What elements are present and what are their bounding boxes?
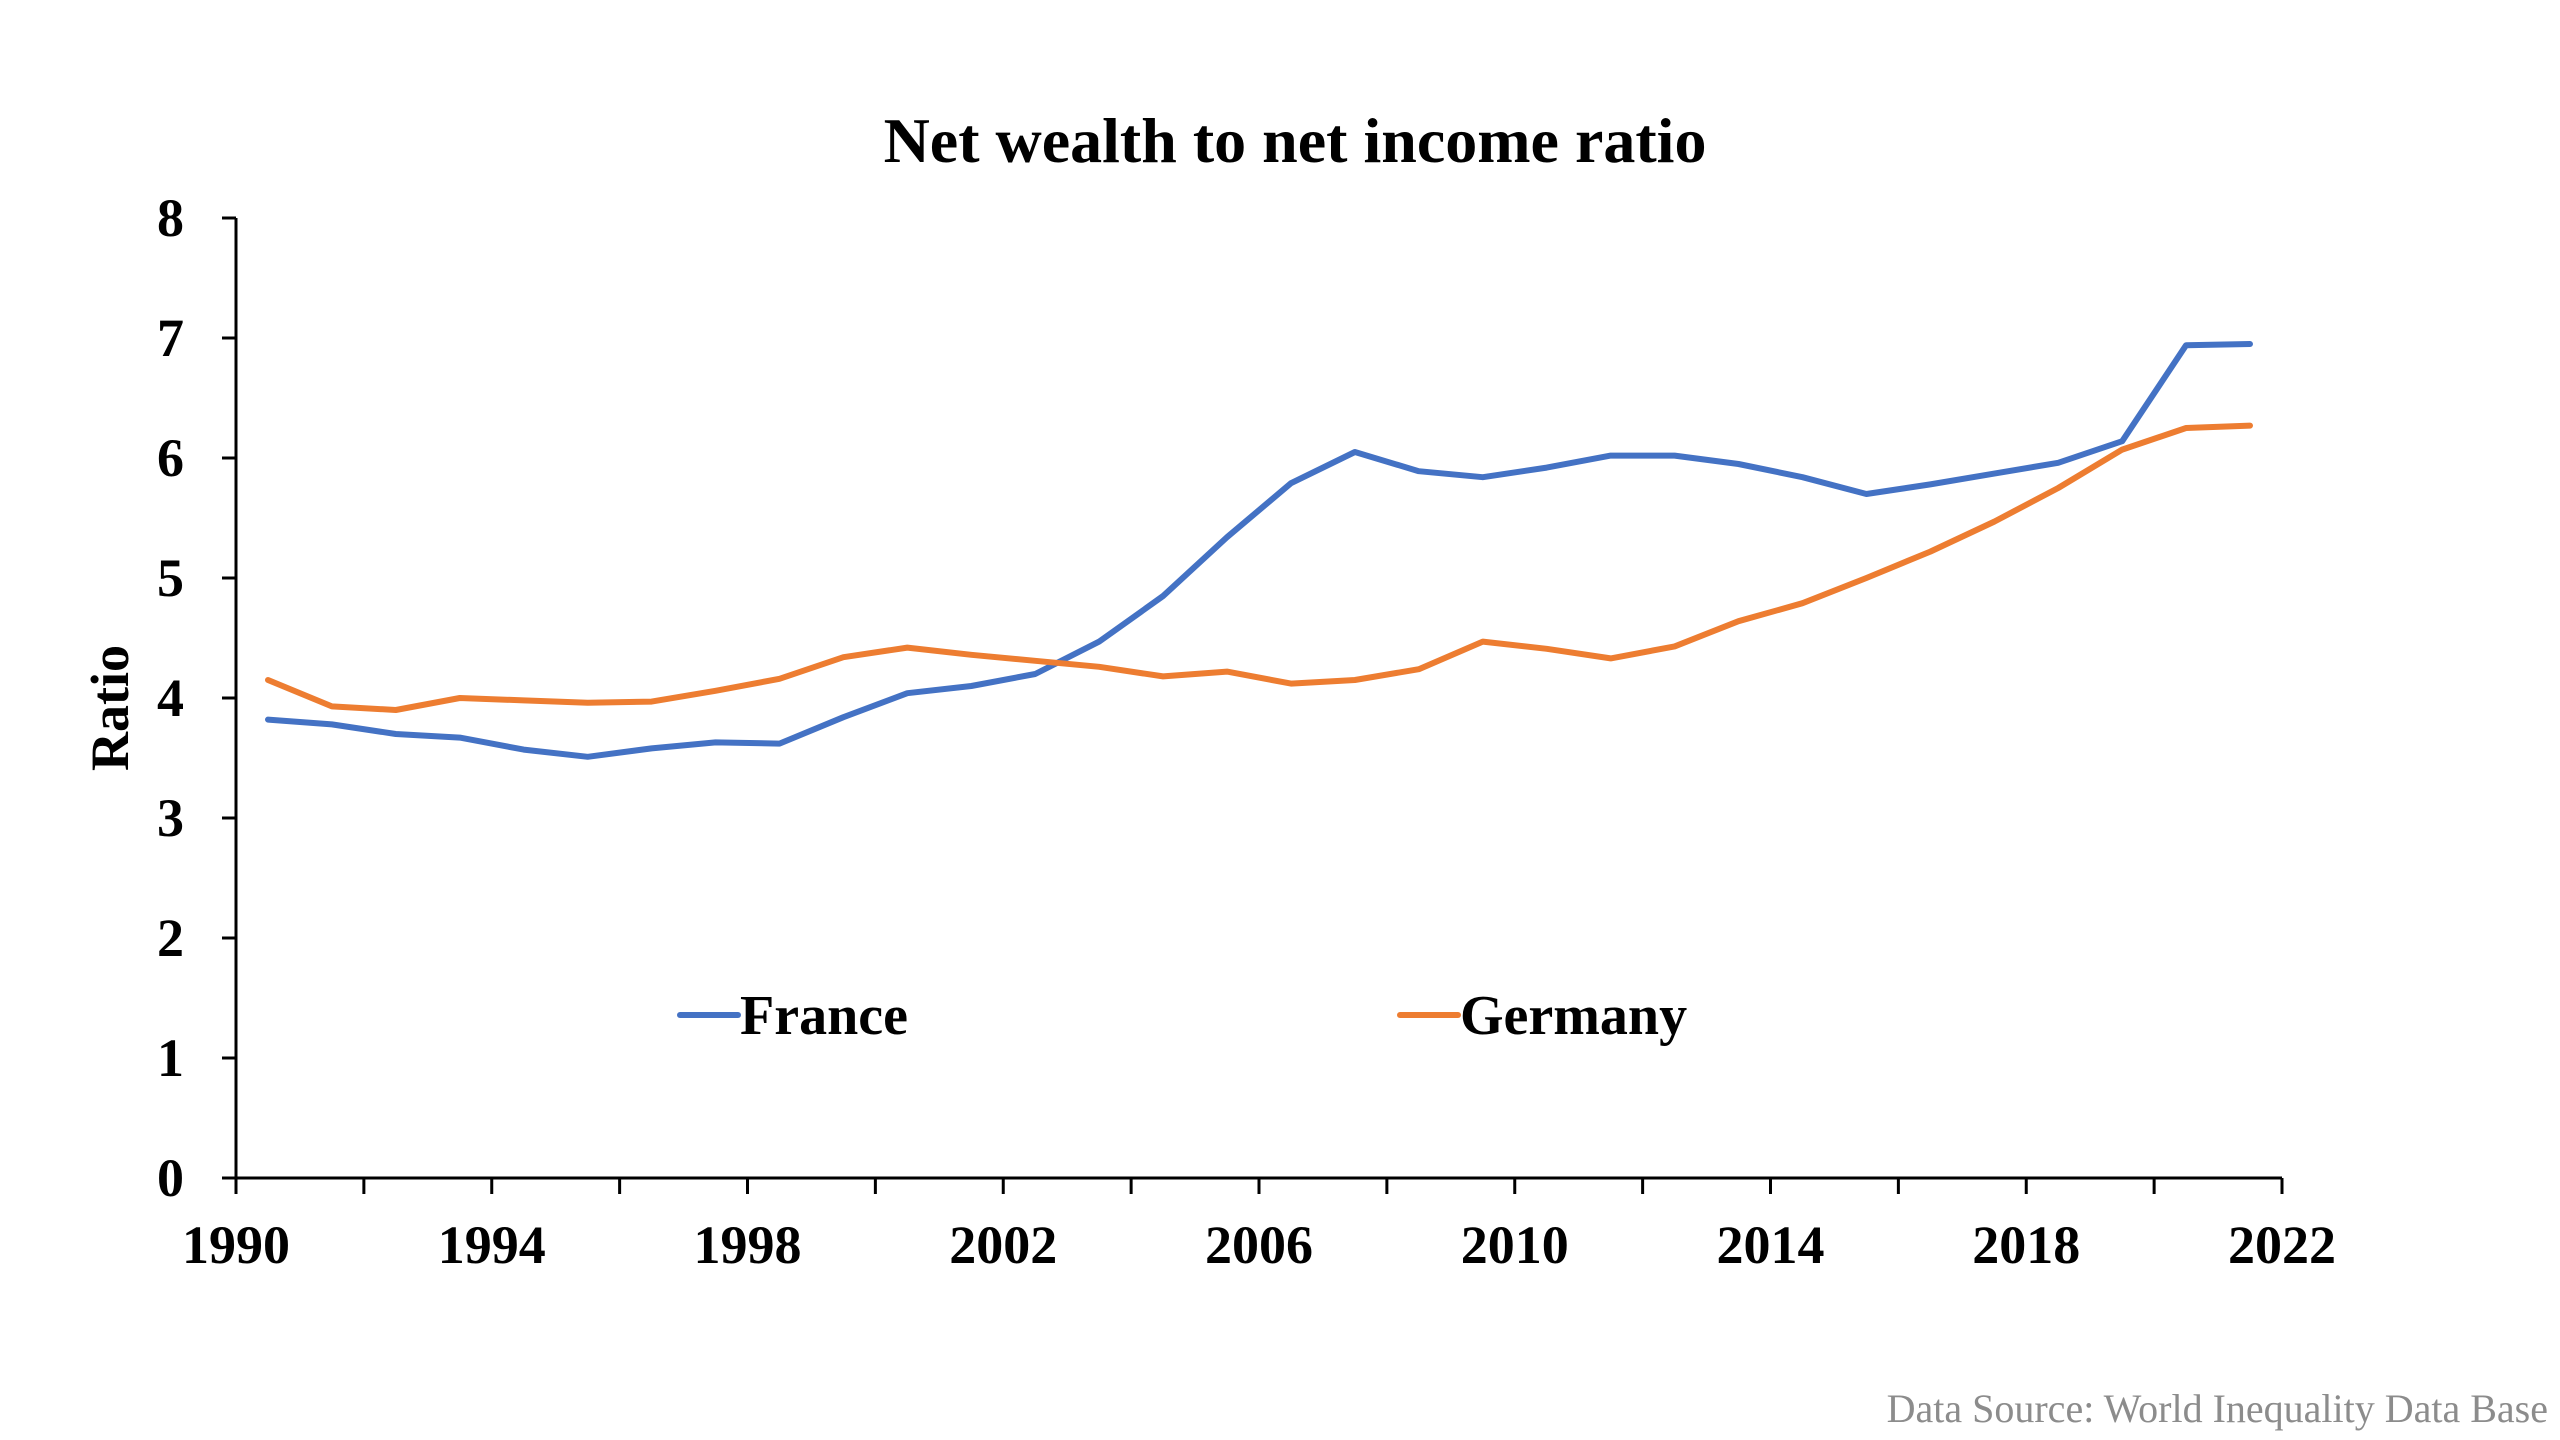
legend-label-germany: Germany [1460,985,1687,1047]
y-tick-label: 6 [157,428,184,488]
y-tick-label: 1 [157,1028,184,1088]
chart-title: Net wealth to net income ratio [884,105,1707,176]
x-tick-label: 2022 [2228,1215,2336,1275]
legend-label-france: France [740,985,908,1047]
data-source-note: Data Source: World Inequality Data Base [1887,1386,2548,1431]
x-tick-label: 1990 [182,1215,290,1275]
x-tick-label: 2010 [1461,1215,1569,1275]
y-tick-label: 5 [157,548,184,608]
x-tick-label: 1994 [438,1215,546,1275]
y-axis-label-group: Ratio [80,645,140,771]
y-tick-label: 0 [157,1148,184,1208]
series-line-france [265,341,2253,760]
y-tick-label: 2 [157,908,184,968]
legend: France Germany [677,985,1687,1047]
x-tick-label: 2002 [949,1215,1057,1275]
axes [234,218,2282,1180]
x-tick-label: 2018 [1972,1215,2080,1275]
x-tick-label: 2006 [1205,1215,1313,1275]
y-ticks: 0 1 2 3 4 5 6 7 8 [157,188,236,1208]
x-ticks: 1990 1994 1998 2002 2006 2010 2014 2018 2022 [182,1178,2336,1275]
x-tick-label: 1998 [694,1215,802,1275]
y-axis-label: Ratio [80,645,140,771]
series-group [265,341,2253,760]
series-line-germany [265,422,2253,713]
y-tick-label: 8 [157,188,184,248]
y-tick-label: 7 [157,308,184,368]
y-tick-label: 4 [157,668,184,728]
x-tick-label: 2014 [1717,1215,1825,1275]
y-tick-label: 3 [157,788,184,848]
